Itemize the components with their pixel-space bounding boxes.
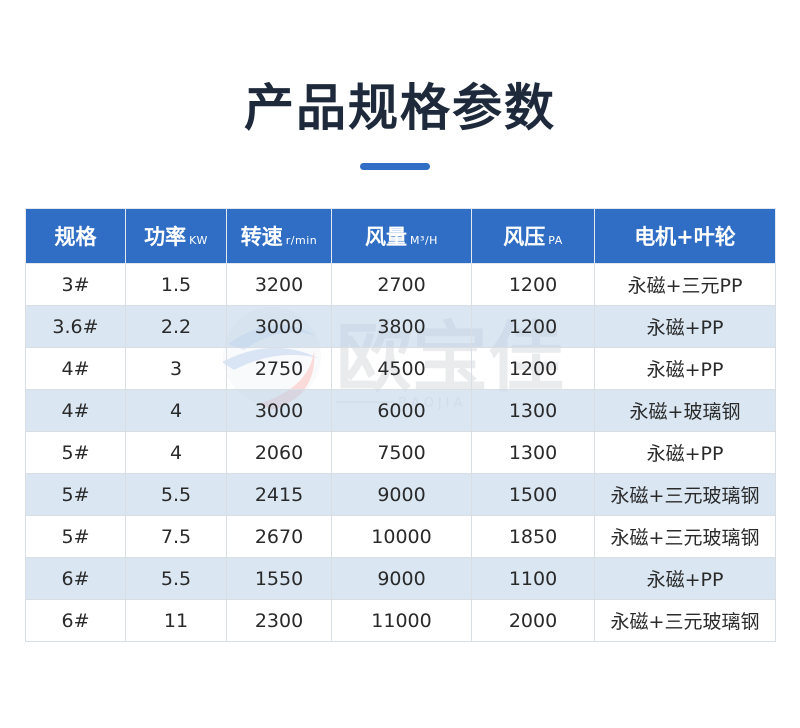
table-row: 4# 3 2750 4500 1200 永磁+PP [25,347,776,390]
table-cell: 永磁+PP [594,305,776,348]
table-cell: 10000 [331,515,472,558]
table-cell: 4 [125,389,227,432]
table-cell: 7.5 [125,515,227,558]
table-cell: 3.6# [25,305,126,348]
page-title: 产品规格参数 [244,79,556,137]
header-label: 转速 [240,225,283,249]
table-cell: 3# [25,263,126,306]
table-cell: 11000 [331,599,472,642]
spec-table: 规格 功率 KW 转速 r/min 风量 M³/H 风压 PA 电机+叶轮 3# 1.5… [25,208,776,642]
table-cell: 2700 [331,263,472,306]
table-cell: 5.5 [125,473,227,516]
table-cell: 1300 [471,389,595,432]
table-cell: 4# [25,347,126,390]
table-cell: 2750 [226,347,332,390]
header-label: 规格 [54,225,97,249]
table-cell: 9000 [331,557,472,600]
header-motor-impeller: 电机+叶轮 [594,208,776,264]
header-unit: PA [548,234,563,247]
table-cell: 5# [25,431,126,474]
table-cell: 9000 [331,473,472,516]
table-cell: 永磁+PP [594,431,776,474]
table-cell: 永磁+三元玻璃钢 [594,515,776,558]
table-cell: 2300 [226,599,332,642]
table-cell: 7500 [331,431,472,474]
table-cell: 1100 [471,557,595,600]
table-cell: 2060 [226,431,332,474]
table-cell: 永磁+三元玻璃钢 [594,599,776,642]
table-cell: 永磁+三元PP [594,263,776,306]
table-row: 5# 5.5 2415 9000 1500 永磁+三元玻璃钢 [25,473,776,516]
header-speed: 转速 r/min [226,208,332,264]
table-row: 3# 1.5 3200 2700 1200 永磁+三元PP [25,263,776,306]
header-unit: r/min [285,234,318,247]
header-spec: 规格 [25,208,126,264]
header-label: 功率 [144,225,187,249]
header-unit: M³/H [410,234,438,247]
table-cell: 1200 [471,347,595,390]
table-cell: 5.5 [125,557,227,600]
table-cell: 4# [25,389,126,432]
table-cell: 2415 [226,473,332,516]
table-row: 3.6# 2.2 3000 3800 1200 永磁+PP [25,305,776,348]
table-cell: 1300 [471,431,595,474]
header-airflow: 风量 M³/H [331,208,472,264]
table-cell: 3 [125,347,227,390]
table-cell: 6# [25,599,126,642]
table-cell: 永磁+PP [594,347,776,390]
header-label: 风量 [365,225,408,249]
table-cell: 3000 [226,305,332,348]
table-cell: 1200 [471,263,595,306]
table-cell: 1850 [471,515,595,558]
header-pressure: 风压 PA [471,208,595,264]
table-cell: 11 [125,599,227,642]
table-cell: 4500 [331,347,472,390]
header-power: 功率 KW [125,208,227,264]
header-label: 风压 [503,225,546,249]
table-cell: 3200 [226,263,332,306]
table-row: 5# 7.5 2670 10000 1850 永磁+三元玻璃钢 [25,515,776,558]
header-label: 电机+叶轮 [634,225,736,249]
header-unit: KW [189,234,208,247]
table-cell: 3800 [331,305,472,348]
table-row: 5# 4 2060 7500 1300 永磁+PP [25,431,776,474]
table-row: 6# 5.5 1550 9000 1100 永磁+PP [25,557,776,600]
table-cell: 永磁+PP [594,557,776,600]
table-cell: 2.2 [125,305,227,348]
table-cell: 永磁+三元玻璃钢 [594,473,776,516]
table-cell: 永磁+玻璃钢 [594,389,776,432]
table-cell: 5# [25,473,126,516]
table-cell: 4 [125,431,227,474]
table-cell: 1200 [471,305,595,348]
table-cell: 5# [25,515,126,558]
table-cell: 6000 [331,389,472,432]
table-cell: 3000 [226,389,332,432]
table-cell: 1500 [471,473,595,516]
table-cell: 2670 [226,515,332,558]
table-row: 4# 4 3000 6000 1300 永磁+玻璃钢 [25,389,776,432]
title-accent-bar [360,163,430,170]
table-cell: 1.5 [125,263,227,306]
table-cell: 2000 [471,599,595,642]
table-cell: 6# [25,557,126,600]
table-header-row: 规格 功率 KW 转速 r/min 风量 M³/H 风压 PA 电机+叶轮 [25,208,776,264]
table-row: 6# 11 2300 11000 2000 永磁+三元玻璃钢 [25,599,776,642]
table-cell: 1550 [226,557,332,600]
